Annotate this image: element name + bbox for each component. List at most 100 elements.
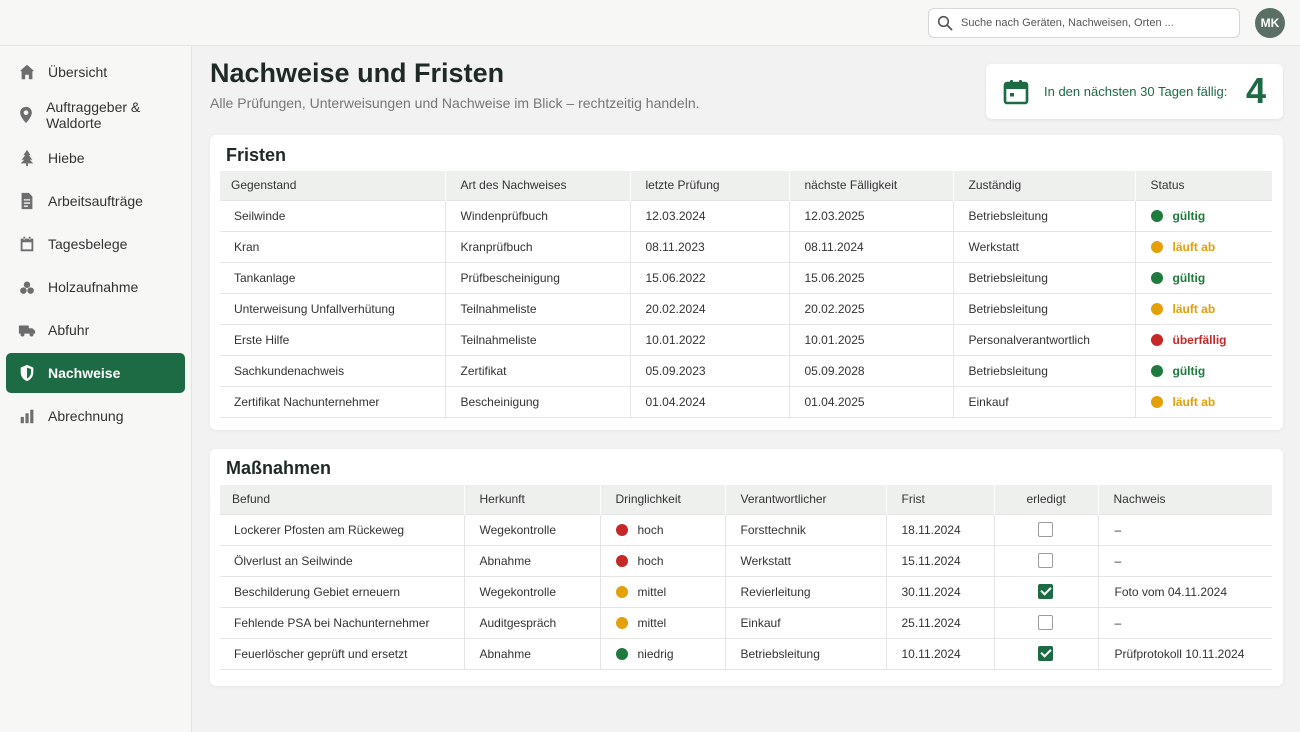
done-checkbox[interactable] [1037, 584, 1053, 600]
status-dot [1150, 364, 1163, 377]
status-badge: gültig [1172, 208, 1206, 223]
sidebar-item-hiebe[interactable]: Hiebe [6, 138, 185, 178]
cell-verantwortlicher: Revierleitung [725, 575, 887, 607]
cell-zustaendig: Werkstatt [953, 230, 1136, 262]
table-row[interactable]: Kran Kranprüfbuch 08.11.2023 08.11.2024 Werk… [220, 230, 1272, 262]
column-header[interactable]: Zuständig [953, 171, 1136, 200]
cell-verantwortlicher: Betriebsleitung [725, 637, 887, 670]
table-row[interactable]: Lockerer Pfosten am Rückeweg Wegekontroll… [220, 513, 1272, 545]
urgency-label: niedrig [637, 646, 674, 661]
column-header[interactable]: Frist [886, 485, 995, 514]
sidebar-item-label: Arbeitsaufträge [48, 193, 143, 209]
sidebar-item-label: Übersicht [48, 64, 108, 80]
column-header[interactable]: Art des Nachweises [445, 171, 631, 200]
shield-icon [17, 363, 37, 383]
done-checkbox[interactable] [1037, 522, 1053, 538]
cell-frist: 30.11.2024 [886, 575, 995, 607]
cell-naechste: 12.03.2025 [789, 199, 954, 231]
table-row[interactable]: Erste Hilfe Teilnahmeliste 10.01.2022 10.01… [220, 323, 1272, 355]
column-header[interactable]: Nachweis [1098, 485, 1272, 514]
column-header[interactable]: Dringlichkeit [600, 485, 726, 514]
due-count: 4 [1245, 70, 1266, 111]
search-box[interactable] [928, 8, 1240, 38]
sidebar-item-label: Abrechnung [48, 408, 124, 424]
sidebar-item-label: Tagesbelege [48, 236, 128, 252]
cell-status: gültig [1135, 199, 1272, 231]
table-row[interactable]: Feuerlöscher geprüft und ersetzt Abnahme n… [220, 637, 1272, 670]
cell-herkunft: Abnahme [464, 544, 601, 576]
sidebar-item-arbeitsauftraege[interactable]: Arbeitsaufträge [6, 181, 185, 221]
cell-gegenstand: Zertifikat Nachunternehmer [220, 385, 446, 418]
cell-herkunft: Auditgespräch [464, 606, 601, 638]
sidebar-item-nachweise[interactable]: Nachweise [6, 353, 185, 393]
truck-icon [17, 320, 37, 340]
top-bar: MK [0, 0, 1300, 46]
column-header[interactable]: Befund [220, 485, 465, 514]
done-checkbox[interactable] [1037, 615, 1053, 631]
status-dot [1150, 240, 1163, 253]
log-pile-icon [17, 277, 37, 297]
urgency-dot [615, 585, 628, 598]
column-header[interactable]: nächste Fälligkeit [789, 171, 954, 200]
cell-art: Zertifikat [445, 354, 631, 386]
cell-frist: 10.11.2024 [886, 637, 995, 670]
column-header[interactable]: erledigt [994, 485, 1099, 514]
urgency-label: mittel [637, 615, 667, 630]
cell-letzte: 08.11.2023 [630, 230, 790, 262]
calendar-icon [17, 234, 37, 254]
column-header[interactable]: Herkunft [464, 485, 601, 514]
sidebar-item-holzaufnahme[interactable]: Holzaufnahme [6, 267, 185, 307]
table-row[interactable]: Unterweisung Unfallverhütung Teilnahmelis… [220, 292, 1272, 324]
urgency-dot [615, 523, 628, 536]
column-header[interactable]: letzte Prüfung [630, 171, 790, 200]
table-header-row: Befund Herkunft Dringlichkeit Verantwortlic… [220, 485, 1272, 514]
avatar[interactable]: MK [1255, 8, 1285, 38]
urgency-dot [615, 647, 628, 660]
massnahmen-title: Maßnahmen [226, 458, 332, 478]
cell-zustaendig: Betriebsleitung [953, 199, 1136, 231]
cell-gegenstand: Sachkundenachweis [220, 354, 446, 386]
table-row[interactable]: Ölverlust an Seilwinde Abnahme hoch Werksta… [220, 544, 1272, 576]
sidebar-item-abfuhr[interactable]: Abfuhr [6, 310, 185, 350]
table-row[interactable]: Fehlende PSA bei Nachunternehmer Auditges… [220, 606, 1272, 638]
column-header[interactable]: Status [1135, 171, 1272, 200]
table-row[interactable]: Tankanlage Prüfbescheinigung 15.06.2022 15.… [220, 261, 1272, 293]
status-badge: gültig [1172, 363, 1206, 378]
cell-naechste: 20.02.2025 [789, 292, 954, 324]
page-subtitle: Alle Prüfungen, Unterweisungen und Nachw… [210, 95, 700, 111]
cell-art: Teilnahmeliste [445, 292, 631, 324]
table-row[interactable]: Seilwinde Windenprüfbuch 12.03.2024 12.03.2… [220, 199, 1272, 231]
cell-dringlichkeit: hoch [600, 544, 726, 576]
cell-letzte: 10.01.2022 [630, 323, 790, 355]
cell-art: Prüfbescheinigung [445, 261, 631, 293]
cell-gegenstand: Unterweisung Unfallverhütung [220, 292, 446, 324]
sidebar-item-label: Hiebe [48, 150, 85, 166]
massnahmen-table: Befund Herkunft Dringlichkeit Verantwortlic… [220, 485, 1272, 670]
table-row[interactable]: Sachkundenachweis Zertifikat 05.09.2023 05.… [220, 354, 1272, 386]
sidebar-item-auftraggeber[interactable]: Auftraggeber & Waldorte [6, 95, 185, 135]
cell-naechste: 05.09.2028 [789, 354, 954, 386]
urgency-label: mittel [637, 584, 667, 599]
sidebar-item-tagesbelege[interactable]: Tagesbelege [6, 224, 185, 264]
search-icon [937, 15, 953, 31]
sidebar-item-label: Abfuhr [48, 322, 90, 338]
bar-chart-icon [17, 406, 37, 426]
cell-status: überfällig [1135, 323, 1272, 355]
cell-frist: 15.11.2024 [886, 544, 995, 576]
done-checkbox[interactable] [1037, 646, 1053, 662]
cell-naechste: 08.11.2024 [789, 230, 954, 262]
search-input[interactable] [961, 17, 1231, 29]
cell-art: Teilnahmeliste [445, 323, 631, 355]
table-row[interactable]: Zertifikat Nachunternehmer Bescheinigung 0… [220, 385, 1272, 418]
cell-gegenstand: Kran [220, 230, 446, 262]
status-badge: läuft ab [1172, 301, 1216, 316]
done-checkbox[interactable] [1037, 553, 1053, 569]
sidebar-item-uebersicht[interactable]: Übersicht [6, 52, 185, 92]
cell-gegenstand: Tankanlage [220, 261, 446, 293]
column-header[interactable]: Gegenstand [220, 171, 446, 200]
column-header[interactable]: Verantwortlicher [725, 485, 887, 514]
tree-icon [17, 148, 37, 168]
table-row[interactable]: Beschilderung Gebiet erneuern Wegekontrol… [220, 575, 1272, 607]
sidebar-item-abrechnung[interactable]: Abrechnung [6, 396, 185, 436]
cell-status: gültig [1135, 354, 1272, 386]
